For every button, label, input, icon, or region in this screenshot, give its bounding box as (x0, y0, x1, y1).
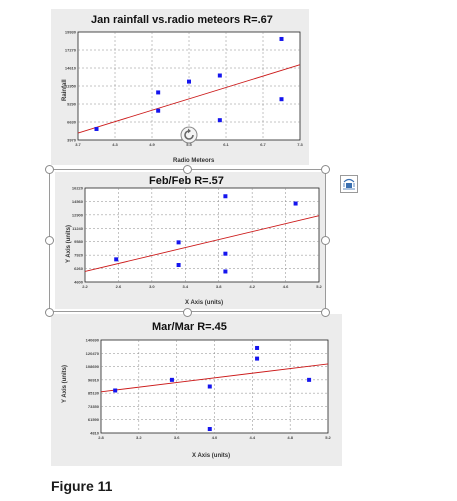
chart-mar-plot: 2.8 3.2 3.6 4.0 4.4 4.8 5.2 4810 61590 73350 85130… (86, 338, 332, 441)
layout-options-button[interactable] (340, 175, 358, 193)
x-tick-label: 2.2 (82, 284, 88, 289)
chart-mar-title: Mar/Mar R=.45 (152, 321, 227, 333)
x-tick-label: 4.2 (249, 284, 255, 289)
resize-handle-top-middle[interactable] (183, 165, 192, 174)
chart-jan-plot: 3.7 4.3 4.9 5.5 6.1 6.7 7.3 3970 6630 9290 11950 14… (65, 30, 304, 148)
data-point (187, 79, 191, 84)
y-tick-label: 7920 (74, 253, 84, 258)
y-tick-label: 6630 (67, 120, 77, 125)
data-point (207, 384, 212, 389)
trendline (84, 215, 320, 272)
x-tick-label: 5.5 (186, 142, 192, 147)
x-tick-label: 4.9 (149, 142, 155, 147)
chart-feb-xlabel: X Axis (units) (185, 300, 224, 306)
x-tick-label: 2.8 (98, 435, 104, 440)
x-tick-label: 6.1 (223, 142, 229, 147)
y-tick-label: 61590 (88, 417, 100, 422)
x-tick-label: 4.6 (283, 284, 289, 289)
data-point (217, 118, 222, 123)
y-tick-label: 11240 (72, 226, 84, 231)
x-tick-label: 4.8 (287, 435, 293, 440)
x-tick-label: 5.2 (316, 284, 322, 289)
data-point (156, 90, 161, 95)
data-point (176, 263, 181, 268)
resize-handle-bottom-middle[interactable] (183, 308, 192, 317)
y-tick-label: 96910 (88, 377, 100, 382)
trendline (100, 363, 329, 393)
x-tick-label: 2.6 (116, 284, 122, 289)
resize-handle-bottom-right[interactable] (321, 308, 330, 317)
data-point (169, 377, 174, 382)
data-point (279, 97, 284, 102)
chart-mar-panel[interactable]: Mar/Mar R=.45 2.8 3.2 3.6 4.0 4.4 4.8 5.2 4810 6… (51, 314, 342, 466)
layout-options-icon (343, 178, 355, 190)
resize-handle-top-right[interactable] (321, 165, 330, 174)
x-tick-label: 4.0 (212, 435, 218, 440)
chart-feb-title: Feb/Feb R=.57 (149, 175, 224, 187)
y-tick-label: 4600 (74, 280, 84, 285)
data-point (223, 251, 228, 256)
chart-jan-title: Jan rainfall vs.radio meteors R=.67 (91, 14, 273, 26)
data-point (255, 356, 260, 361)
data-point (176, 240, 181, 245)
y-tick-label: 9580 (74, 239, 84, 244)
y-tick-label: 3970 (67, 138, 77, 143)
x-tick-label: 4.3 (112, 142, 118, 147)
x-tick-label: 6.7 (260, 142, 266, 147)
data-point (279, 36, 284, 41)
resize-handle-top-left[interactable] (45, 165, 54, 174)
resize-handle-middle-left[interactable] (45, 236, 54, 245)
x-tick-label: 3.7 (75, 142, 81, 147)
x-tick-label: 3.0 (149, 284, 155, 289)
plot-area (84, 187, 320, 283)
y-tick-label: 9290 (67, 102, 77, 107)
y-tick-label: 73350 (88, 404, 100, 409)
data-point (293, 201, 298, 206)
chart-jan-panel[interactable]: Jan rainfall vs.radio meteors R=.67 3.7 4… (51, 9, 309, 165)
chart-jan-ylabel: Rainfall (62, 79, 68, 101)
trendline (77, 64, 301, 134)
y-tick-label: 120470 (86, 351, 100, 356)
chart-feb-panel[interactable]: Feb/Feb R=.57 2.2 2.6 3.0 3.4 3.8 4.2 4.6 5.2 46… (55, 172, 325, 309)
data-point (113, 388, 118, 393)
data-point (217, 73, 222, 78)
figure-caption: Figure 11 (51, 478, 113, 494)
chart-feb-plot: 2.2 2.6 3.0 3.4 3.8 4.2 4.6 5.2 4600 6260 7920 9580… (72, 186, 323, 290)
y-tick-label: 12900 (72, 212, 84, 217)
y-tick-label: 6260 (74, 266, 84, 271)
y-tick-label: 19930 (65, 30, 77, 35)
data-point (255, 345, 260, 350)
data-point (114, 257, 119, 262)
data-point (207, 427, 212, 432)
resize-handle-middle-right[interactable] (321, 236, 330, 245)
rotate-handle-icon[interactable] (180, 126, 198, 144)
x-tick-label: 3.6 (174, 435, 180, 440)
x-tick-label: 3.8 (216, 284, 222, 289)
x-tick-label: 5.2 (325, 435, 331, 440)
y-tick-label: 140690 (86, 338, 100, 343)
data-point (307, 377, 312, 382)
y-tick-label: 14560 (72, 199, 84, 204)
x-tick-label: 7.3 (297, 142, 303, 147)
data-point (223, 194, 228, 199)
y-tick-label: 16220 (72, 186, 84, 191)
y-tick-label: 11950 (65, 84, 77, 89)
chart-mar-ylabel: Y Axis (units) (62, 364, 68, 403)
y-tick-label: 4810 (90, 431, 100, 436)
chart-mar-xlabel: X Axis (units) (192, 453, 231, 459)
x-tick-label: 3.2 (136, 435, 142, 440)
resize-handle-bottom-left[interactable] (45, 308, 54, 317)
data-point (94, 126, 99, 131)
x-tick-label: 3.4 (183, 284, 189, 289)
y-tick-label: 85130 (88, 391, 100, 396)
data-point (223, 269, 228, 274)
y-tick-label: 14610 (65, 66, 77, 71)
chart-jan-xlabel: Radio Meteors (173, 158, 215, 164)
y-tick-label: 17270 (65, 48, 77, 53)
y-tick-label: 108690 (86, 364, 100, 369)
x-tick-label: 4.4 (250, 435, 256, 440)
selection-frame (49, 169, 326, 312)
data-point (156, 108, 161, 113)
